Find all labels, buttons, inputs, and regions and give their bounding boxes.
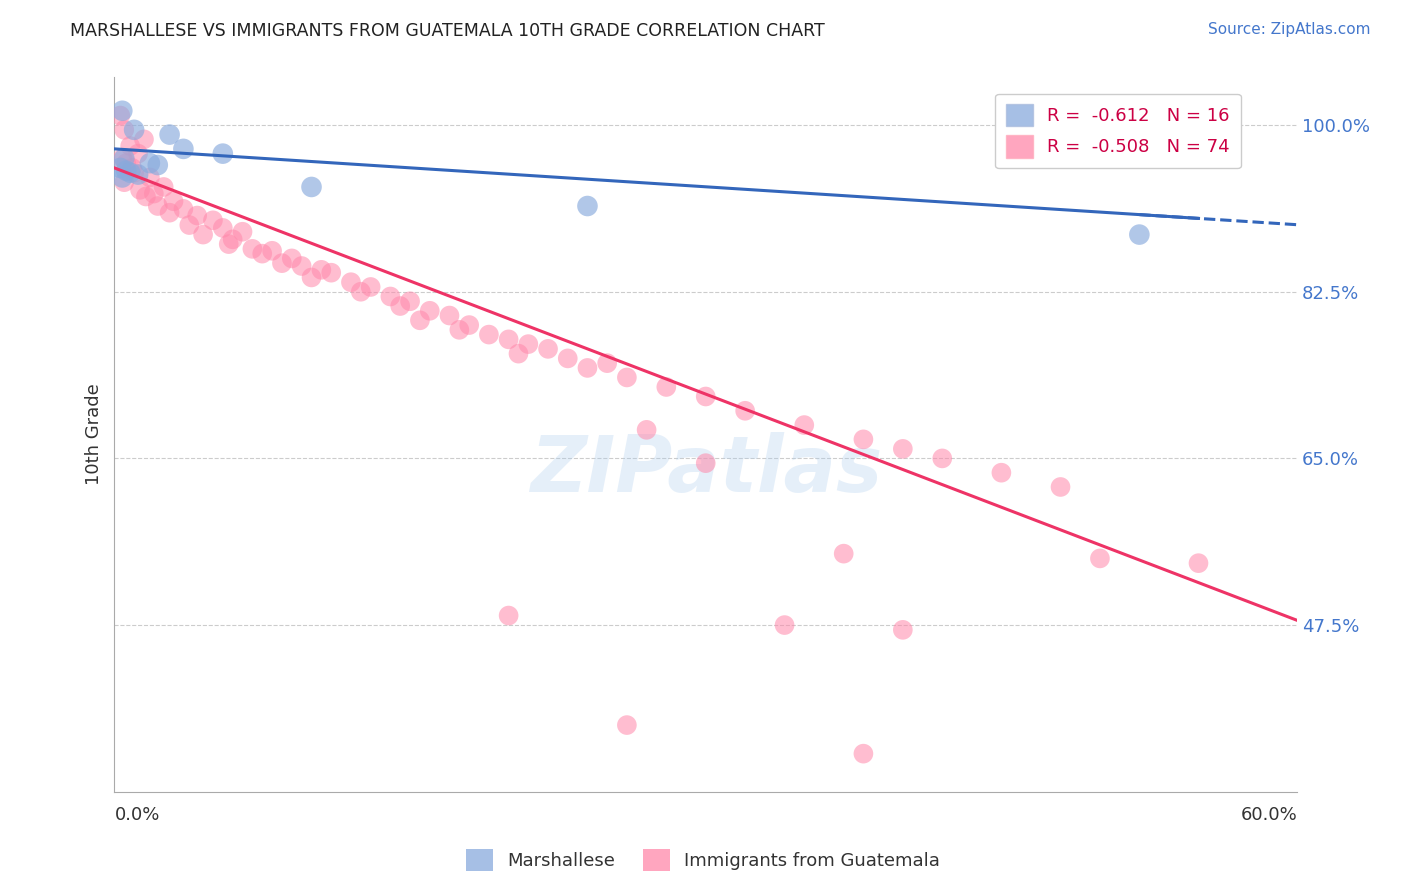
Point <box>129 183 152 197</box>
Point <box>832 547 855 561</box>
Point <box>891 442 914 456</box>
Point <box>399 294 422 309</box>
Point <box>120 166 142 180</box>
Point <box>139 156 162 170</box>
Point <box>115 156 138 170</box>
Point <box>616 718 638 732</box>
Point <box>127 146 149 161</box>
Point <box>350 285 373 299</box>
Point <box>311 262 333 277</box>
Point <box>132 132 155 146</box>
Point <box>281 252 304 266</box>
Point <box>271 256 294 270</box>
Point <box>449 323 471 337</box>
Point <box>111 103 134 118</box>
Point <box>146 199 169 213</box>
Point <box>110 109 132 123</box>
Point <box>537 342 560 356</box>
Point <box>596 356 619 370</box>
Point <box>115 163 138 178</box>
Point <box>135 189 157 203</box>
Point <box>221 232 243 246</box>
Point <box>142 186 165 201</box>
Point <box>321 266 343 280</box>
Point <box>186 209 208 223</box>
Point <box>636 423 658 437</box>
Point <box>139 170 162 185</box>
Text: Source: ZipAtlas.com: Source: ZipAtlas.com <box>1208 22 1371 37</box>
Point <box>458 318 481 332</box>
Point <box>110 161 132 175</box>
Point <box>201 213 224 227</box>
Point <box>695 390 717 404</box>
Point <box>111 152 134 166</box>
Point <box>389 299 412 313</box>
Text: 0.0%: 0.0% <box>114 806 160 824</box>
Point <box>517 337 540 351</box>
Point <box>655 380 678 394</box>
Point <box>990 466 1012 480</box>
Point <box>162 194 184 209</box>
Point <box>576 199 599 213</box>
Point <box>179 218 201 232</box>
Point <box>773 618 796 632</box>
Point <box>557 351 579 366</box>
Point <box>191 227 214 242</box>
Point <box>301 180 323 194</box>
Point <box>112 123 135 137</box>
Point <box>340 275 363 289</box>
Point <box>262 244 284 258</box>
Text: MARSHALLESE VS IMMIGRANTS FROM GUATEMALA 10TH GRADE CORRELATION CHART: MARSHALLESE VS IMMIGRANTS FROM GUATEMALA… <box>70 22 825 40</box>
Point <box>252 246 274 260</box>
Point <box>439 309 461 323</box>
Point <box>360 280 382 294</box>
Point <box>291 259 314 273</box>
Point <box>508 346 530 360</box>
Point <box>112 175 135 189</box>
Point <box>127 168 149 182</box>
Point <box>172 202 194 216</box>
Point <box>891 623 914 637</box>
Point <box>852 747 875 761</box>
Point <box>122 166 145 180</box>
Point <box>498 332 520 346</box>
Point <box>931 451 953 466</box>
Point <box>695 456 717 470</box>
Point <box>231 225 253 239</box>
Legend: R =  -0.612   N = 16, R =  -0.508   N = 74: R = -0.612 N = 16, R = -0.508 N = 74 <box>995 94 1240 169</box>
Point <box>793 418 815 433</box>
Point <box>301 270 323 285</box>
Point <box>211 221 233 235</box>
Point <box>380 289 402 303</box>
Point <box>1049 480 1071 494</box>
Y-axis label: 10th Grade: 10th Grade <box>86 384 103 485</box>
Point <box>478 327 501 342</box>
Point <box>121 161 143 175</box>
Point <box>852 433 875 447</box>
Point <box>242 242 264 256</box>
Point <box>1128 227 1150 242</box>
Point <box>409 313 432 327</box>
Point <box>111 170 134 185</box>
Point <box>734 404 756 418</box>
Text: 60.0%: 60.0% <box>1240 806 1298 824</box>
Text: ZIPatlas: ZIPatlas <box>530 433 882 508</box>
Point <box>218 237 240 252</box>
Point <box>419 303 441 318</box>
Point <box>152 180 174 194</box>
Point <box>1187 556 1209 570</box>
Point <box>146 158 169 172</box>
Point <box>120 139 142 153</box>
Point <box>498 608 520 623</box>
Point <box>211 146 233 161</box>
Point <box>159 128 181 142</box>
Point <box>112 152 135 166</box>
Point <box>159 205 181 219</box>
Point <box>1088 551 1111 566</box>
Point <box>576 360 599 375</box>
Point <box>122 123 145 137</box>
Legend: Marshallese, Immigrants from Guatemala: Marshallese, Immigrants from Guatemala <box>458 842 948 879</box>
Point <box>616 370 638 384</box>
Point <box>172 142 194 156</box>
